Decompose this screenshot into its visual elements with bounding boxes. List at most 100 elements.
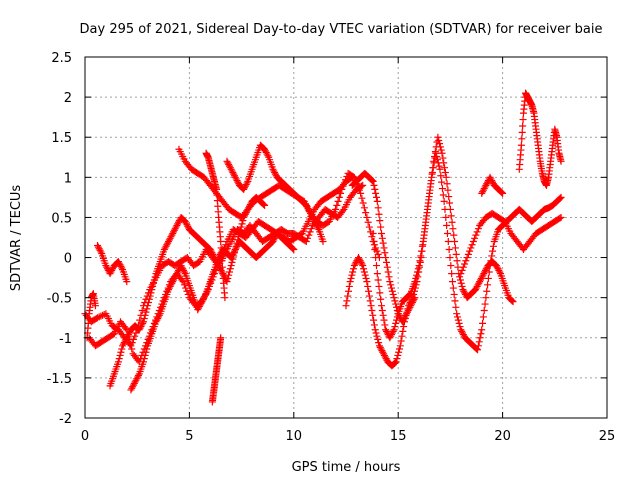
data-point [374, 276, 382, 284]
data-point [400, 323, 408, 331]
data-point [484, 281, 492, 289]
data-point [394, 310, 402, 318]
data-point [371, 326, 379, 334]
data-point [448, 270, 456, 278]
data-point [369, 229, 377, 237]
data-point [240, 213, 248, 221]
data-point [172, 223, 180, 231]
data-point [452, 250, 460, 258]
data-point [402, 311, 410, 319]
data-point [439, 191, 447, 199]
data-point [242, 209, 250, 217]
data-point [441, 169, 449, 177]
data-point [342, 302, 350, 310]
data-point [182, 219, 190, 227]
data-point [435, 162, 443, 170]
data-point [311, 217, 319, 225]
data-point [145, 295, 153, 303]
data-point [146, 292, 154, 300]
data-point [139, 358, 147, 366]
data-point [151, 273, 159, 281]
data-point [218, 250, 226, 258]
data-point [440, 197, 448, 205]
data-point [152, 318, 160, 326]
data-point [453, 313, 461, 321]
data-point [140, 315, 148, 323]
data-point [388, 284, 396, 292]
data-point [223, 157, 231, 165]
data-point [390, 359, 398, 367]
data-point [458, 327, 466, 335]
data-point [97, 312, 105, 320]
data-point [382, 326, 390, 334]
y-tick-label: -1 [59, 332, 72, 347]
data-point [155, 311, 163, 319]
data-point [122, 324, 130, 332]
data-point [453, 257, 461, 265]
data-point [475, 279, 483, 287]
data-point [372, 262, 380, 270]
data-point [380, 350, 388, 358]
data-point [443, 180, 451, 188]
data-point [127, 386, 135, 394]
data-point [377, 229, 385, 237]
data-point [444, 238, 452, 246]
data-point [369, 177, 377, 185]
data-point [370, 181, 378, 189]
data-point [474, 346, 482, 354]
axis-ticks [84, 56, 608, 419]
data-point [200, 293, 208, 301]
data-point [235, 233, 243, 241]
data-point [471, 286, 479, 294]
y-tick-label: 0.5 [51, 211, 72, 226]
data-point [386, 278, 394, 286]
data-point [451, 244, 459, 252]
data-point [519, 116, 527, 124]
data-point [434, 159, 442, 167]
data-point [237, 223, 245, 231]
data-point [232, 244, 240, 252]
data-point [488, 252, 496, 260]
data-point [217, 244, 225, 252]
data-point [351, 260, 359, 268]
data-point [357, 182, 365, 190]
data-point [154, 315, 162, 323]
data-point [116, 261, 124, 269]
data-point [380, 244, 388, 252]
data-point [196, 301, 204, 309]
data-point [392, 319, 400, 327]
data-point [227, 254, 235, 262]
data-point [222, 241, 230, 249]
data-point [456, 273, 464, 281]
data-point [519, 122, 527, 130]
data-point [446, 199, 454, 207]
data-point [119, 340, 127, 348]
data-point [373, 332, 381, 340]
data-point [391, 297, 399, 305]
data-point [170, 228, 178, 236]
data-point [238, 220, 246, 228]
data-point [144, 302, 152, 310]
data-point [194, 306, 202, 314]
data-point [134, 373, 142, 381]
data-point [399, 316, 407, 324]
data-point [438, 185, 446, 193]
data-point [476, 278, 484, 286]
data-point [389, 327, 397, 335]
data-point [339, 207, 347, 215]
data-point [128, 345, 136, 353]
data-point [166, 234, 174, 242]
data-point [172, 271, 180, 279]
data-point [246, 202, 254, 210]
data-point [442, 213, 450, 221]
data-point [369, 311, 377, 319]
data-point [94, 242, 102, 250]
data-point [391, 323, 399, 331]
data-point [365, 223, 373, 231]
data-point [136, 324, 144, 332]
data-point [229, 169, 237, 177]
data-point [476, 276, 484, 284]
data-point [556, 194, 564, 202]
data-point [115, 259, 123, 267]
data-point [484, 274, 492, 282]
